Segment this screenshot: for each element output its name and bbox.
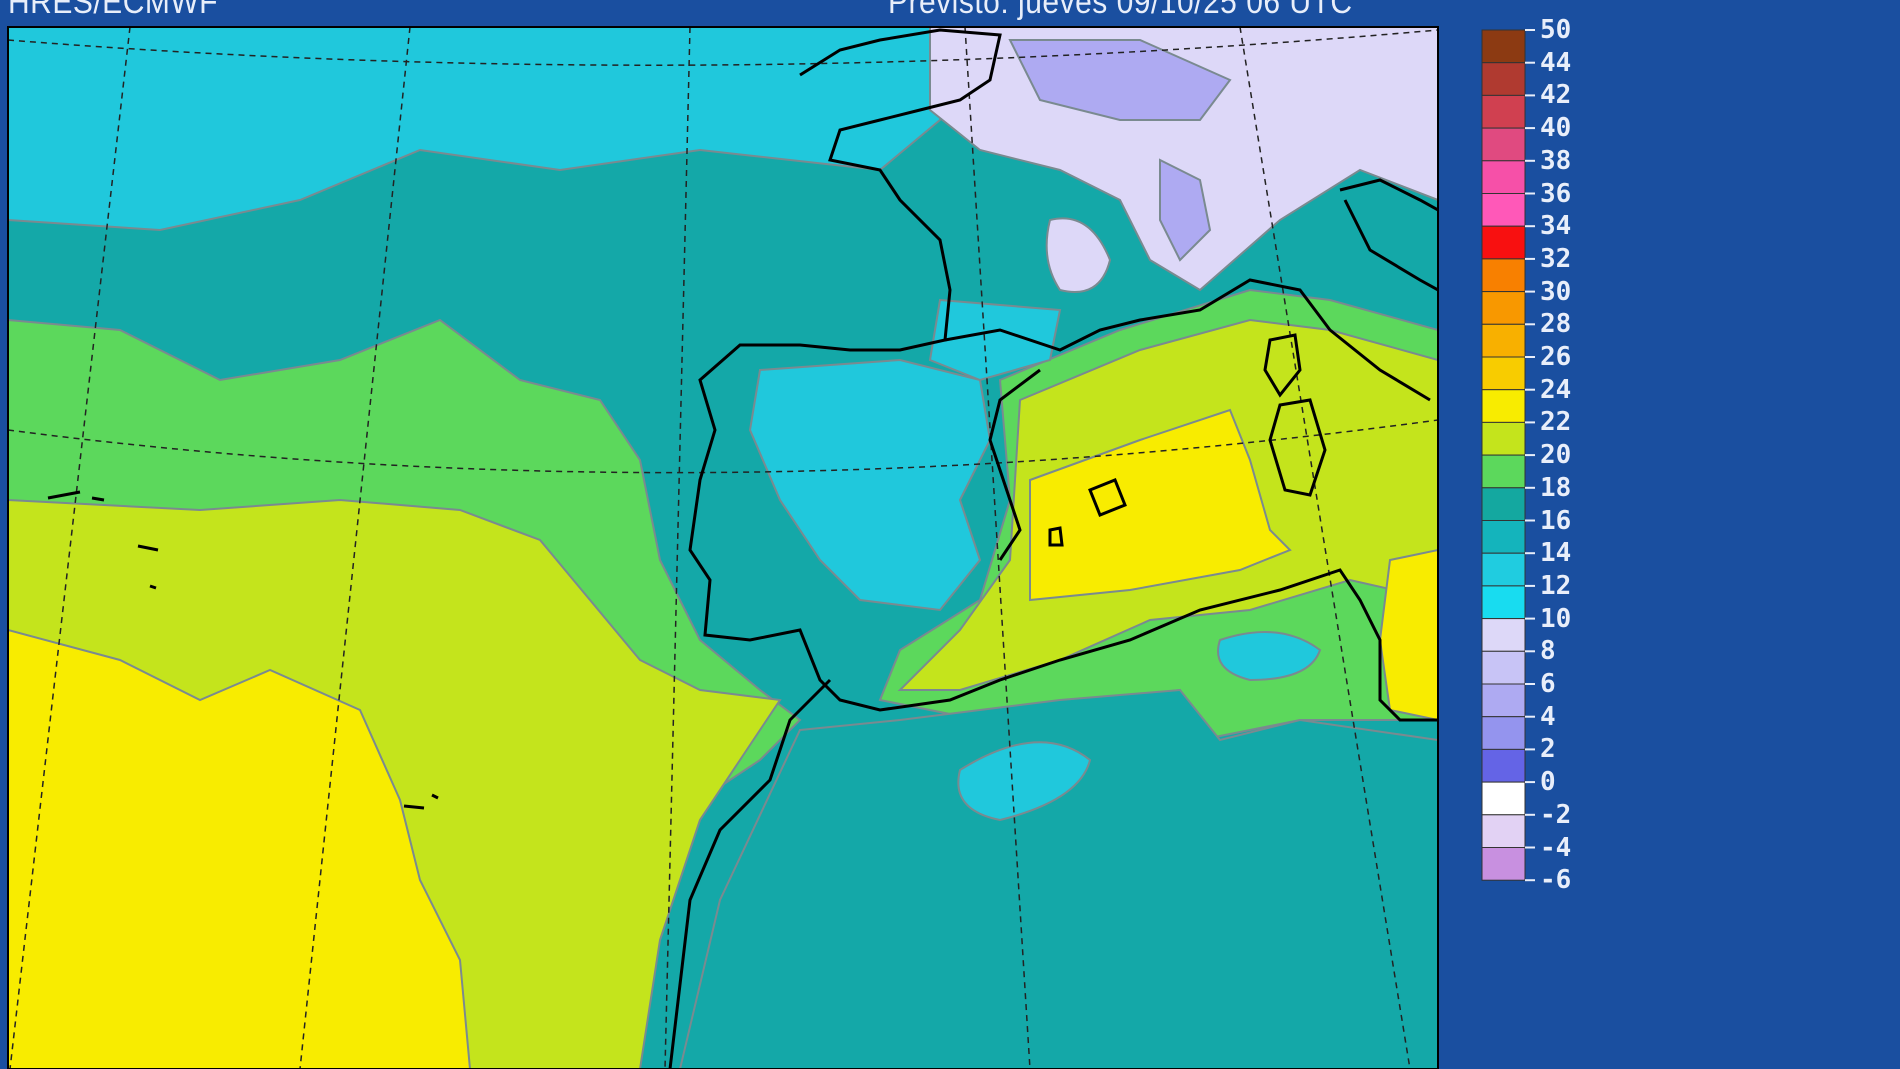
colorbar-label: 28 — [1540, 309, 1572, 340]
colorbar-label: -2 — [1540, 799, 1572, 830]
island-ibiza — [1048, 526, 1064, 547]
island-madeira — [137, 544, 159, 590]
model-title: HRES/ECMWF — [8, 0, 218, 21]
colorbar-label: 16 — [1540, 505, 1572, 536]
colorbar-swatch — [1481, 94, 1526, 129]
island-azores — [47, 490, 105, 502]
region-tyrrhenian-cyan — [1217, 631, 1322, 682]
colorbar-swatch — [1481, 552, 1526, 587]
colorbar-label: 24 — [1540, 374, 1572, 405]
colorbar-swatch — [1481, 748, 1526, 783]
colorbar-label: 12 — [1540, 570, 1572, 601]
region-atlantic-yellow — [8, 628, 472, 1069]
colorbar-swatch — [1481, 650, 1526, 685]
map-frame — [7, 26, 1439, 1069]
island-corsica — [1263, 333, 1302, 398]
colorbar-swatch — [1481, 225, 1526, 260]
colorbar-label: 22 — [1540, 407, 1572, 438]
island-mallorca — [1088, 478, 1127, 517]
region-biscay-cyan-strip — [928, 298, 1062, 382]
region-south-med-teal — [678, 688, 1438, 1069]
region-swiss-purple — [1159, 158, 1212, 262]
region-spain-cyan — [748, 358, 992, 612]
colorbar-swatch — [1481, 291, 1526, 325]
island-sardinia — [1268, 398, 1327, 497]
colorbar-label: 8 — [1540, 636, 1556, 667]
colorbar-swatch — [1481, 520, 1526, 554]
colorbar-swatch — [1481, 847, 1526, 881]
colorbar-swatch — [1481, 29, 1526, 64]
colorbar-swatch — [1481, 356, 1526, 391]
colorbar-swatch — [1481, 487, 1526, 521]
region-patch-lavender — [1045, 217, 1112, 293]
region-balearic-yellow — [1029, 408, 1292, 602]
colorbar-label: 10 — [1540, 603, 1572, 634]
colorbar-swatch — [1481, 618, 1526, 652]
colorbar-label: 42 — [1540, 80, 1572, 111]
colorbar-swatch — [1481, 389, 1526, 423]
colorbar-swatch — [1481, 585, 1526, 620]
region-alps-purple — [1008, 39, 1232, 121]
colorbar-swatch — [1481, 62, 1526, 96]
colorbar-label: 32 — [1540, 243, 1572, 274]
colorbar-swatch — [1481, 781, 1526, 816]
colorbar-swatch — [1481, 258, 1526, 293]
colorbar — [1481, 29, 1535, 882]
colorbar-label: 34 — [1540, 211, 1572, 242]
colorbar-label: 2 — [1540, 734, 1556, 765]
colorbar-label: 36 — [1540, 178, 1572, 209]
colorbar-label: 14 — [1540, 538, 1572, 569]
colorbar-label: 4 — [1540, 701, 1556, 732]
region-south-med-cyan — [957, 741, 1092, 822]
colorbar-label: 6 — [1540, 669, 1556, 699]
coastlines — [47, 28, 1438, 1069]
colorbar-label: 18 — [1540, 472, 1572, 503]
colorbar-label: 26 — [1540, 342, 1572, 372]
colorbar-label: 50 — [1540, 15, 1572, 45]
colorbar-label: 40 — [1540, 113, 1572, 144]
colorbar-swatch — [1481, 127, 1526, 162]
colorbar-swatch — [1481, 421, 1526, 456]
colorbar-swatch — [1481, 683, 1526, 718]
forecast-valid-time: Previsto: jueves 09/10/25 06 UTC — [888, 0, 1353, 21]
region-italy-yellow — [1378, 548, 1438, 722]
colorbar-label: -6 — [1540, 865, 1572, 896]
island-canarias — [403, 793, 439, 810]
colorbar-label: -4 — [1540, 832, 1572, 863]
graticule — [8, 27, 1438, 1069]
colorbar-swatch — [1481, 193, 1526, 227]
colorbar-swatch — [1481, 814, 1526, 848]
colorbar-swatch — [1481, 454, 1526, 489]
colorbar-label: 30 — [1540, 276, 1572, 307]
colorbar-label: 38 — [1540, 145, 1572, 176]
colorbar-label: 20 — [1540, 440, 1572, 471]
colorbar-label: 0 — [1540, 767, 1556, 798]
colorbar-swatch — [1481, 160, 1526, 195]
colorbar-label: 44 — [1540, 47, 1572, 78]
colorbar-swatch — [1481, 716, 1526, 750]
colorbar-swatch — [1481, 323, 1526, 358]
